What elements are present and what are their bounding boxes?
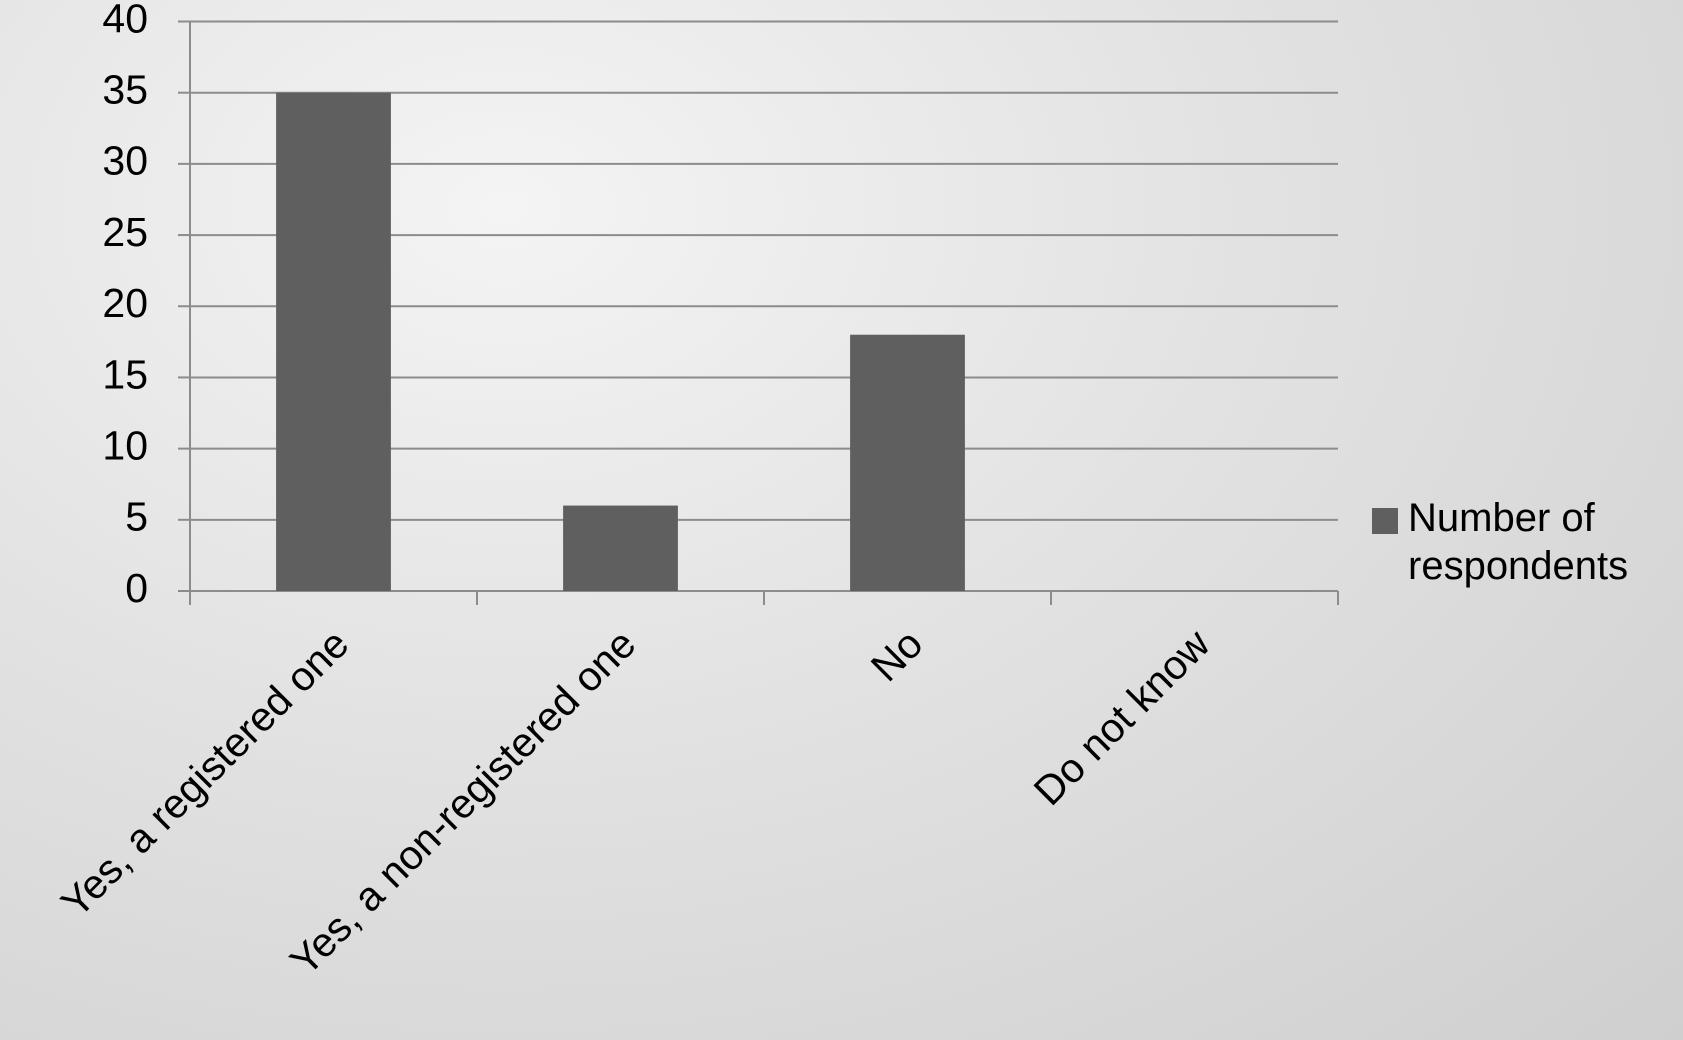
x-tick-label: Yes, a registered one	[52, 620, 357, 925]
y-tick-label: 5	[125, 494, 148, 540]
legend-label: Number of respondents	[1408, 496, 1629, 588]
legend-swatch	[1372, 508, 1398, 534]
bar	[276, 92, 391, 591]
y-tick-label: 0	[125, 565, 148, 611]
bar	[563, 505, 678, 591]
y-tick-label: 20	[102, 280, 148, 326]
y-tick-label: 30	[102, 138, 148, 184]
y-tick-label: 40	[102, 0, 148, 41]
y-tick-label: 15	[102, 351, 148, 397]
y-tick-label: 35	[102, 67, 148, 113]
bar	[850, 334, 965, 591]
x-tick-label: No	[862, 620, 932, 690]
legend: Number of respondents	[1372, 494, 1680, 590]
x-tick-label: Yes, a non-registered one	[281, 620, 644, 983]
y-tick-label: 10	[102, 422, 148, 468]
y-tick-label: 25	[102, 209, 148, 255]
x-tick-label: Do not know	[1025, 620, 1219, 814]
